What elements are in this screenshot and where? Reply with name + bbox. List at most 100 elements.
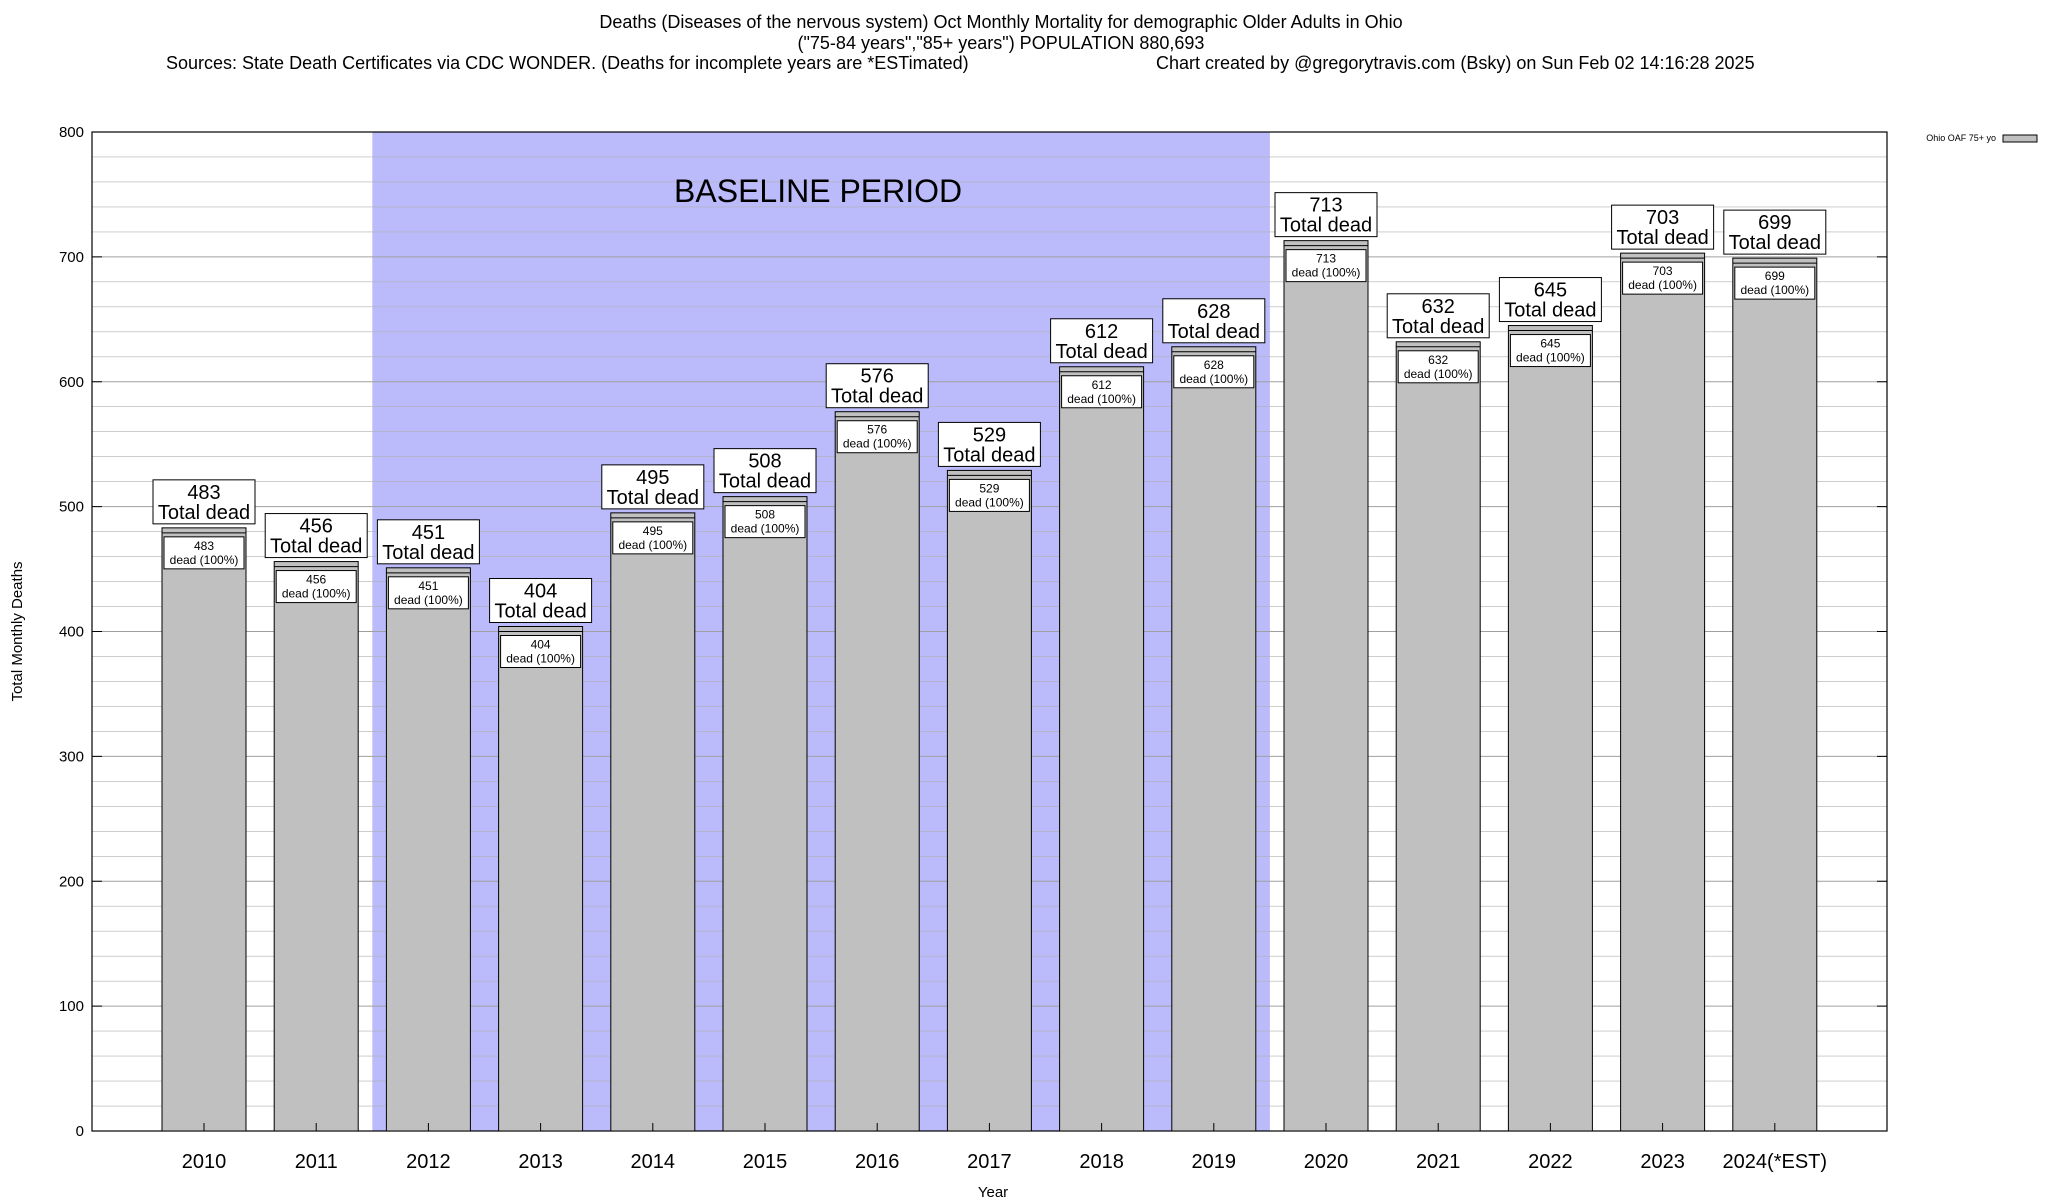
bar-total-value: 576 bbox=[861, 366, 894, 388]
bar-inner-label-box bbox=[275, 570, 357, 604]
bar-inner-label-box bbox=[1173, 355, 1255, 389]
bar-inner-suffix: dead (100%) bbox=[1740, 283, 1809, 297]
bar-total-suffix: Total dead bbox=[1616, 227, 1708, 249]
bar-total-suffix: Total dead bbox=[270, 536, 362, 558]
bar-total-suffix: Total dead bbox=[1729, 232, 1821, 254]
bar-inner-value: 632 bbox=[1428, 353, 1448, 367]
bar bbox=[946, 469, 1032, 1132]
x-tick-label: 2023 bbox=[1640, 1151, 1685, 1173]
x-tick-label: 2021 bbox=[1416, 1151, 1461, 1173]
y-tick-label: 600 bbox=[59, 374, 84, 391]
chart-title: Deaths (Diseases of the nervous system) … bbox=[599, 12, 1403, 32]
bar-inner-label-box bbox=[1509, 334, 1591, 368]
bar-inner-value: 495 bbox=[643, 524, 663, 538]
bar-total-value: 612 bbox=[1085, 321, 1118, 343]
x-tick-label: 2012 bbox=[406, 1151, 451, 1173]
y-tick-label: 300 bbox=[59, 748, 84, 765]
bar-inner-value: 703 bbox=[1653, 264, 1673, 278]
y-tick-label: 800 bbox=[59, 124, 84, 141]
bar bbox=[385, 567, 471, 1132]
bar-inner-suffix: dead (100%) bbox=[1404, 367, 1473, 381]
y-tick-label: 700 bbox=[59, 249, 84, 266]
bar-inner-label-box bbox=[1622, 261, 1704, 295]
bar bbox=[834, 411, 920, 1132]
bar-inner-value: 628 bbox=[1204, 358, 1224, 372]
x-tick-label: 2011 bbox=[295, 1151, 338, 1173]
bar-total-label-box bbox=[1274, 192, 1378, 238]
y-tick-label: 400 bbox=[59, 624, 84, 641]
bar-total-label-box bbox=[1611, 204, 1715, 250]
bar-total-label-box bbox=[1162, 298, 1266, 344]
bar-total-value: 483 bbox=[187, 482, 220, 504]
bar-total-value: 703 bbox=[1646, 207, 1679, 229]
bar-inner-label-box bbox=[500, 635, 582, 669]
bar-inner-value: 713 bbox=[1316, 252, 1336, 266]
y-axis-label: Total Monthly Deaths bbox=[9, 561, 26, 701]
bar-total-label-box bbox=[713, 448, 817, 494]
x-tick-label: 2018 bbox=[1079, 1151, 1124, 1173]
bar-total-suffix: Total dead bbox=[831, 386, 923, 408]
x-tick-label: 2014 bbox=[631, 1151, 676, 1173]
bar-inner-label-box bbox=[1285, 249, 1367, 283]
bar bbox=[1620, 252, 1706, 1132]
bar bbox=[1059, 366, 1145, 1132]
bar-inner-label-box bbox=[948, 478, 1030, 512]
bar-total-value: 508 bbox=[748, 451, 781, 473]
bar-inner-value: 508 bbox=[755, 508, 775, 522]
bar-total-suffix: Total dead bbox=[1280, 215, 1372, 237]
bar-total-suffix: Total dead bbox=[1168, 321, 1260, 343]
bar-total-value: 456 bbox=[300, 516, 333, 538]
x-axis-label: Year bbox=[978, 1184, 1008, 1200]
bar bbox=[1171, 346, 1257, 1132]
bar-inner-label-box bbox=[724, 505, 806, 539]
bar-inner-suffix: dead (100%) bbox=[955, 495, 1024, 509]
bar-inner-label-box bbox=[1397, 350, 1479, 384]
x-tick-label: 2013 bbox=[518, 1151, 563, 1173]
bar-total-value: 529 bbox=[973, 424, 1006, 446]
bar-total-value: 628 bbox=[1197, 301, 1230, 323]
bar-inner-value: 699 bbox=[1765, 269, 1785, 283]
bar-inner-label-box bbox=[1061, 375, 1143, 409]
bar-total-label-box bbox=[601, 464, 705, 510]
bar-total-value: 699 bbox=[1758, 212, 1791, 234]
x-tick-label: 2016 bbox=[855, 1151, 900, 1173]
bar-total-label-box bbox=[489, 578, 593, 624]
bar-inner-suffix: dead (100%) bbox=[170, 553, 239, 567]
bar-inner-value: 456 bbox=[306, 573, 326, 587]
bar-total-suffix: Total dead bbox=[1055, 341, 1147, 363]
bar-total-label-box bbox=[825, 363, 929, 409]
bar-inner-suffix: dead (100%) bbox=[506, 652, 575, 666]
bar-inner-suffix: dead (100%) bbox=[1179, 372, 1248, 386]
legend-swatch bbox=[2002, 134, 2038, 143]
bar-total-value: 645 bbox=[1534, 280, 1567, 302]
bar-total-value: 495 bbox=[636, 467, 669, 489]
bar-inner-suffix: dead (100%) bbox=[1516, 351, 1585, 365]
x-tick-label: 2010 bbox=[182, 1151, 227, 1173]
bar-inner-label-box bbox=[163, 536, 245, 570]
baseline-label: BASELINE PERIOD bbox=[674, 173, 962, 209]
bar-total-suffix: Total dead bbox=[1504, 300, 1596, 322]
y-tick-label: 100 bbox=[59, 998, 84, 1015]
bar-inner-value: 612 bbox=[1092, 378, 1112, 392]
bar-total-suffix: Total dead bbox=[719, 471, 811, 493]
x-tick-label: 2017 bbox=[967, 1151, 1012, 1173]
y-tick-label: 0 bbox=[76, 1123, 84, 1140]
bar-total-label-box bbox=[264, 513, 368, 559]
bar-inner-suffix: dead (100%) bbox=[843, 437, 912, 451]
x-tick-label: 2015 bbox=[743, 1151, 788, 1173]
bar-inner-label-box bbox=[612, 521, 694, 555]
bar-total-value: 713 bbox=[1309, 195, 1342, 217]
bar-inner-suffix: dead (100%) bbox=[1067, 392, 1136, 406]
bar-total-label-box bbox=[1050, 318, 1154, 364]
bar-total-value: 404 bbox=[524, 581, 557, 603]
bar-total-suffix: Total dead bbox=[943, 444, 1035, 466]
bar bbox=[1507, 325, 1593, 1132]
bar-total-label-box bbox=[152, 479, 256, 525]
bar bbox=[1395, 341, 1481, 1132]
bar-inner-value: 529 bbox=[979, 481, 999, 495]
bar-total-suffix: Total dead bbox=[494, 601, 586, 623]
bar-total-value: 632 bbox=[1422, 296, 1455, 318]
bar-inner-suffix: dead (100%) bbox=[282, 587, 351, 601]
